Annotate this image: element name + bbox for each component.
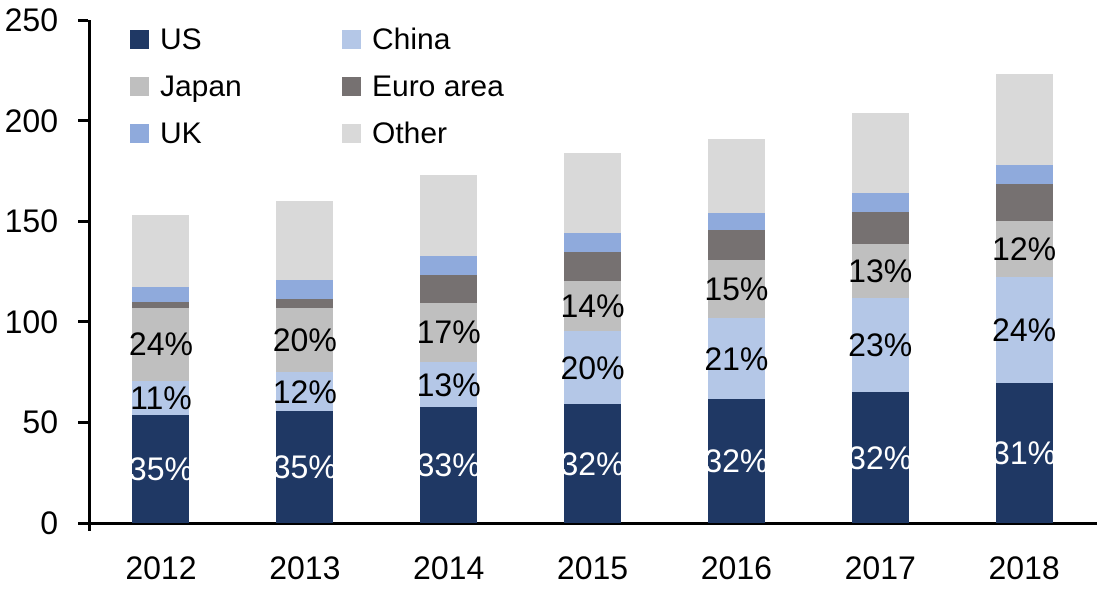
bar-label-japan-2014: 17%: [416, 314, 481, 351]
bar-segment-japan-2014: [420, 302, 478, 363]
y-tick-label-50: 50: [22, 404, 58, 441]
bar-segment-uk-2017: [851, 193, 909, 213]
y-tick-label-250: 250: [4, 2, 58, 38]
bar-label-japan-2012: 24%: [128, 326, 193, 363]
bar-label-us-2017: 32%: [848, 439, 913, 476]
bar-label-china-2012: 11%: [130, 380, 192, 417]
legend-swatch-china: [342, 30, 361, 49]
bar-segment-china-2017: [851, 297, 909, 393]
bar-label-china-2013: 12%: [272, 373, 337, 410]
bar-label-china-2016: 21%: [704, 340, 769, 377]
y-tick-label-200: 200: [4, 102, 58, 139]
bar-segment-uk-2016: [707, 213, 765, 231]
bar-segment-china-2012: [132, 381, 190, 416]
bar-segment-euro-area-2017: [851, 212, 909, 245]
bar-label-us-2014: 33%: [416, 447, 481, 484]
y-tick-200: [78, 119, 88, 123]
bar-segment-japan-2017: [851, 244, 909, 298]
bar-segment-uk-2012: [132, 286, 190, 302]
x-tick-label-2015: 2015: [556, 550, 629, 586]
bar-label-china-2014: 13%: [416, 366, 481, 403]
bar-segment-japan-2013: [276, 307, 334, 373]
x-tick-label-2017: 2017: [844, 550, 916, 586]
bar-segment-us-2016: [707, 399, 765, 523]
bar-segment-other-2016: [707, 138, 765, 214]
y-tick-0: [78, 521, 88, 525]
bar-segment-euro-area-2016: [707, 230, 765, 261]
bar-segment-china-2013: [276, 372, 334, 412]
legend-swatch-japan: [130, 77, 149, 96]
bar-segment-us-2017: [851, 392, 909, 523]
y-tick-250: [78, 18, 88, 22]
bar-segment-euro-area-2014: [420, 274, 478, 303]
bar-segment-us-2014: [420, 407, 478, 523]
x-tick-label-2012: 2012: [125, 550, 197, 586]
x-tick-label-2018: 2018: [988, 550, 1060, 586]
y-tick-label-150: 150: [4, 203, 58, 240]
bar-segment-us-2013: [276, 411, 334, 523]
bar-label-japan-2017: 13%: [848, 252, 913, 289]
bar-segment-other-2014: [420, 174, 478, 257]
bar-segment-china-2018: [995, 276, 1053, 384]
x-tick-label-2014: 2014: [413, 550, 485, 586]
y-tick-label-100: 100: [4, 303, 58, 340]
legend-label-china: China: [372, 22, 451, 56]
legend-swatch-euro-area: [342, 77, 361, 96]
legend-label-euro-area: Euro area: [372, 69, 504, 103]
bar-segment-euro-area-2013: [276, 298, 334, 308]
bar-segment-other-2017: [851, 112, 909, 194]
bar-label-us-2013: 35%: [272, 449, 337, 486]
bar-segment-japan-2015: [564, 280, 621, 331]
bar-segment-japan-2016: [707, 260, 765, 318]
bar-segment-china-2016: [707, 317, 765, 400]
bar-label-us-2016: 32%: [704, 443, 769, 480]
bar-segment-japan-2018: [995, 221, 1053, 277]
bar-label-japan-2015: 14%: [560, 287, 625, 324]
bar-label-japan-2013: 20%: [272, 321, 337, 358]
y-tick-100: [78, 320, 88, 324]
legend-swatch-uk: [130, 124, 149, 143]
bar-segment-other-2013: [276, 201, 334, 280]
y-tick-label-0: 0: [40, 505, 58, 541]
bar-label-japan-2016: 15%: [704, 271, 769, 308]
x-tick-label-2013: 2013: [269, 550, 341, 586]
x-tick-label-2016: 2016: [700, 550, 772, 586]
legend-label-japan: Japan: [160, 69, 242, 103]
y-axis-line: [88, 20, 91, 523]
bar-label-japan-2018: 12%: [992, 230, 1057, 267]
x-axis-left-tick: [88, 523, 91, 531]
x-axis-line: [88, 521, 1097, 525]
y-tick-150: [78, 219, 88, 223]
bar-segment-other-2012: [132, 215, 190, 287]
bar-segment-japan-2012: [132, 307, 190, 382]
legend-label-us: US: [160, 22, 202, 56]
bar-segment-uk-2018: [995, 164, 1053, 184]
bar-segment-us-2012: [132, 415, 190, 523]
legend-label-uk: UK: [160, 116, 202, 150]
bar-segment-china-2014: [420, 362, 478, 408]
bar-segment-uk-2013: [276, 279, 334, 299]
legend-swatch-other: [342, 124, 361, 143]
legend-swatch-us: [130, 30, 149, 49]
bar-segment-uk-2015: [564, 233, 621, 253]
bar-segment-euro-area-2012: [132, 301, 190, 308]
bar-segment-other-2018: [995, 74, 1053, 165]
bar-segment-uk-2014: [420, 256, 478, 275]
legend-label-other: Other: [372, 116, 448, 150]
bar-label-china-2015: 20%: [560, 349, 625, 386]
bar-segment-euro-area-2018: [995, 183, 1053, 222]
bar-label-us-2012: 35%: [128, 451, 193, 488]
bar-label-us-2018: 31%: [992, 435, 1057, 472]
bar-label-china-2017: 23%: [848, 326, 913, 363]
bar-label-china-2018: 24%: [992, 311, 1057, 348]
bar-segment-us-2015: [564, 404, 621, 523]
y-tick-50: [78, 420, 88, 424]
bar-segment-euro-area-2015: [564, 252, 621, 281]
bar-segment-other-2015: [564, 152, 621, 234]
bar-label-us-2015: 32%: [560, 445, 625, 482]
bar-segment-us-2018: [995, 383, 1053, 523]
bar-segment-china-2015: [564, 330, 621, 405]
